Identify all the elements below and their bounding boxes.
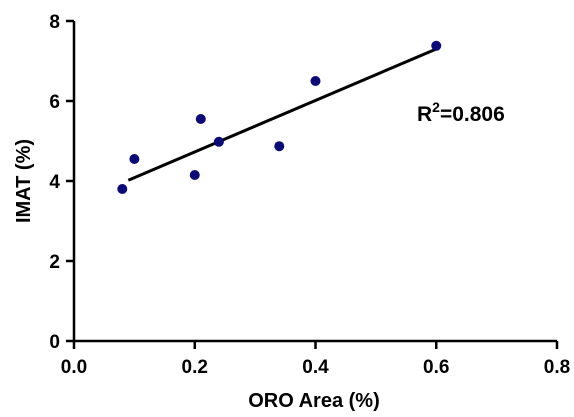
- r-squared-superscript: 2: [432, 99, 440, 115]
- r-squared-value: =0.806: [440, 103, 505, 126]
- y-tick-label: 6: [49, 92, 60, 113]
- r-squared-base: R: [417, 103, 432, 126]
- y-tick-label: 8: [49, 12, 60, 33]
- regression-line-group: [127, 47, 437, 182]
- data-point: [189, 170, 200, 180]
- data-points: [117, 40, 442, 194]
- r-squared-annotation: R2=0.806: [417, 99, 505, 126]
- ticks: 0.0 0.2 0.4 0.6 0.8 0 2 4 6 8: [49, 12, 570, 378]
- y-tick-label: 0: [49, 332, 60, 353]
- data-point: [310, 76, 321, 86]
- data-point: [431, 40, 442, 51]
- x-tick-label: 0.0: [61, 357, 87, 378]
- axes: [72, 21, 557, 343]
- x-tick-label: 0.2: [182, 357, 208, 378]
- y-axis-title: IMAT (%): [13, 139, 35, 223]
- x-tick-label: 0.4: [302, 357, 329, 378]
- data-point: [274, 141, 285, 152]
- data-point: [129, 154, 140, 164]
- x-tick-label: 0.6: [423, 357, 449, 378]
- x-axis-title: ORO Area (%): [248, 390, 380, 412]
- data-point: [195, 114, 206, 124]
- regression-line: [127, 47, 437, 182]
- data-point: [213, 136, 224, 147]
- y-tick-label: 2: [49, 252, 60, 273]
- data-point: [117, 184, 128, 194]
- x-tick-label: 0.8: [544, 357, 570, 378]
- y-tick-label: 4: [49, 172, 60, 193]
